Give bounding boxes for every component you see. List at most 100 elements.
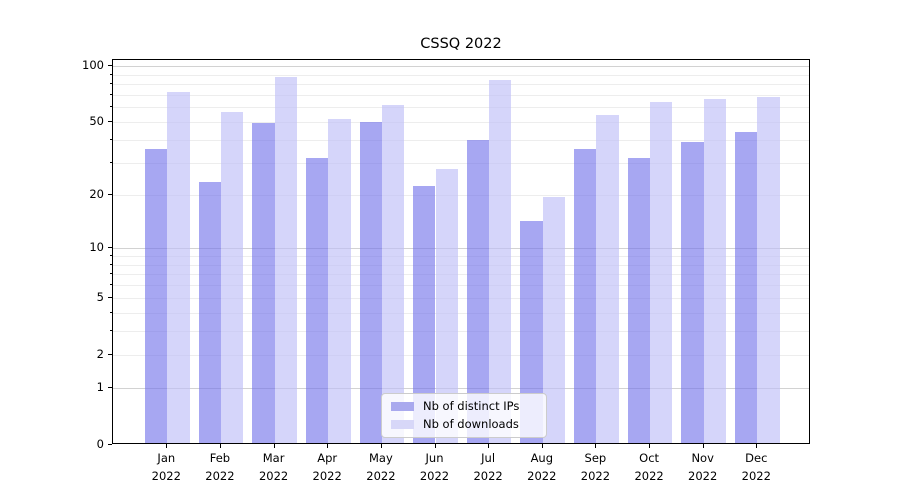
y-tick-mark: [108, 65, 112, 66]
y-tick-mark: [108, 444, 112, 445]
bar-downloads-dec: [757, 96, 780, 443]
bar-downloads-jun: [435, 169, 458, 443]
y-minor-tick-mark: [110, 296, 112, 298]
y-minor-tick-mark: [110, 273, 112, 275]
y-minor-tick-mark: [110, 353, 112, 355]
bar-distinct-ips-jan: [144, 148, 168, 443]
x-tick-label-may: May 2022: [366, 451, 396, 483]
bar-downloads-apr: [328, 118, 351, 443]
x-tick-label-dec: Dec 2022: [741, 451, 771, 483]
gridline-minor: [113, 140, 809, 141]
bar-downloads-sep: [596, 115, 619, 443]
gridline-minor: [113, 331, 809, 333]
x-tick-label-mar: Mar 2022: [258, 451, 289, 483]
bar-downloads-jul: [489, 80, 512, 443]
y-minor-tick-mark: [110, 73, 112, 75]
y-tick-label-100: 100: [82, 58, 104, 72]
y-tick-label-1: 1: [96, 380, 104, 395]
y-tick-label-5: 5: [96, 289, 104, 304]
x-tick-label-sep: Sep 2022: [580, 451, 611, 483]
bar-distinct-ips-oct: [627, 158, 651, 443]
y-tick-label-10: 10: [89, 240, 104, 255]
bar-downloads-jan: [167, 91, 190, 443]
bar-distinct-ips-sep: [574, 148, 597, 443]
gridline-major: [113, 248, 809, 250]
y-tick-label-50: 50: [89, 114, 104, 129]
x-tick-label-oct: Oct 2022: [634, 451, 664, 483]
gridline-major: [113, 66, 809, 67]
x-tick-mark: [273, 444, 275, 448]
y-minor-tick-mark: [110, 121, 112, 123]
legend-swatch-distinct-ips: [391, 402, 414, 411]
gridline-minor: [113, 84, 809, 86]
x-tick-label-jun: Jun 2022: [419, 451, 450, 483]
x-tick-mark: [541, 444, 543, 448]
x-tick-mark: [702, 444, 704, 448]
y-minor-tick-mark: [110, 263, 112, 265]
legend: Nb of distinct IPs Nb of downloads: [381, 393, 547, 438]
bar-distinct-ips-mar: [252, 123, 275, 443]
plot-area: Nb of distinct IPs Nb of downloads: [112, 59, 810, 444]
gridline-minor: [113, 195, 809, 196]
bar-downloads-feb: [220, 112, 244, 443]
gridline-minor: [113, 297, 809, 299]
x-tick-label-feb: Feb 2022: [205, 451, 235, 483]
y-minor-tick-mark: [110, 284, 112, 286]
x-tick-label-nov: Nov 2022: [688, 451, 718, 483]
y-minor-tick-mark: [110, 311, 112, 313]
x-tick-mark: [756, 444, 758, 448]
y-minor-tick-mark: [110, 162, 112, 163]
x-tick-label-jul: Jul 2022: [473, 451, 503, 483]
x-tick-mark: [434, 444, 436, 448]
x-tick-label-jan: Jan 2022: [151, 451, 181, 483]
legend-swatch-downloads: [391, 420, 414, 429]
gridline-minor: [113, 163, 809, 164]
chart-title: CSSQ 2022: [420, 36, 502, 52]
gridline-minor: [113, 74, 809, 76]
y-tick-mark: [108, 387, 112, 389]
gridline-minor: [113, 354, 809, 356]
legend-label-downloads: Nb of downloads: [423, 417, 519, 431]
y-tick-label-0: 0: [96, 437, 104, 451]
x-tick-mark: [649, 444, 651, 448]
x-tick-mark: [219, 444, 221, 448]
gridline-minor: [113, 285, 809, 287]
y-tick-mark: [108, 247, 112, 249]
gridline-minor: [113, 94, 809, 96]
bar-downloads-aug: [542, 197, 566, 443]
x-tick-mark: [166, 444, 168, 448]
y-minor-tick-mark: [110, 139, 112, 140]
bar-downloads-may: [381, 105, 405, 443]
gridline-minor: [113, 255, 809, 257]
legend-item-distinct-ips: Nb of distinct IPs: [391, 400, 536, 413]
bar-distinct-ips-nov: [681, 142, 704, 443]
x-tick-mark: [488, 444, 490, 448]
legend-label-distinct-ips: Nb of distinct IPs: [423, 399, 520, 413]
bar-distinct-ips-feb: [198, 182, 221, 443]
y-minor-tick-mark: [110, 330, 112, 332]
gridline-minor: [113, 274, 809, 276]
x-tick-mark: [380, 444, 382, 448]
gridline-minor: [113, 264, 809, 266]
bar-downloads-nov: [703, 98, 727, 443]
x-tick-label-apr: Apr 2022: [312, 451, 342, 483]
gridline-minor: [113, 312, 809, 314]
y-minor-tick-mark: [110, 83, 112, 85]
bar-distinct-ips-jul: [466, 140, 490, 443]
legend-item-downloads: Nb of downloads: [391, 418, 536, 431]
gridline-minor: [113, 122, 809, 124]
bar-distinct-ips-aug: [520, 220, 543, 443]
y-minor-tick-mark: [110, 106, 112, 108]
y-minor-tick-mark: [110, 194, 112, 195]
y-tick-label-2: 2: [96, 346, 104, 361]
bar-distinct-ips-jun: [413, 185, 436, 443]
bar-distinct-ips-dec: [734, 132, 758, 443]
gridline-major: [113, 388, 809, 390]
x-tick-mark: [327, 444, 329, 448]
x-tick-label-aug: Aug 2022: [527, 451, 557, 483]
bar-distinct-ips-may: [359, 121, 382, 443]
bar-downloads-oct: [650, 101, 673, 443]
y-minor-tick-mark: [110, 254, 112, 256]
y-minor-tick-mark: [110, 93, 112, 95]
